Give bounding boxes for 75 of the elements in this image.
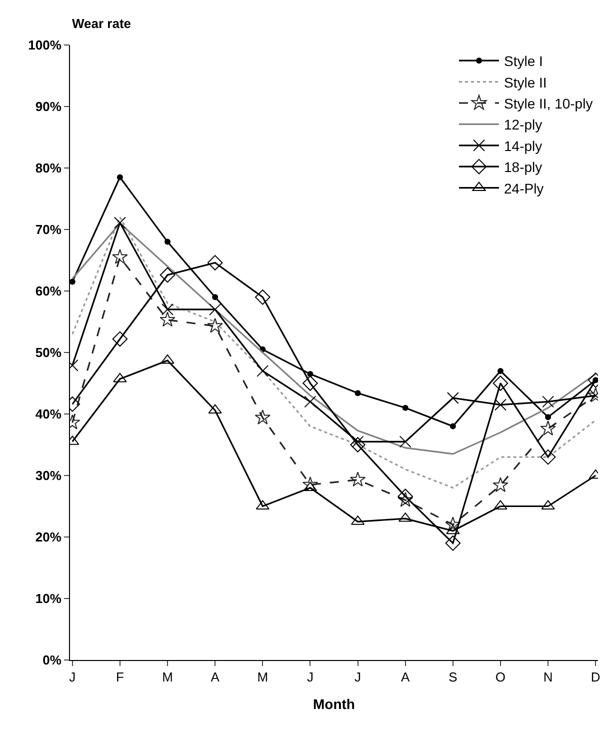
x-tick-label: A <box>401 670 410 685</box>
point <box>446 392 459 404</box>
point <box>398 492 414 507</box>
point <box>304 396 316 408</box>
point <box>497 368 504 374</box>
y-tick-label: 20% <box>35 530 62 545</box>
y-tick-label: 60% <box>35 284 62 299</box>
y-tick-label: 90% <box>35 99 62 114</box>
point <box>256 364 269 377</box>
legend-label: 18-ply <box>504 159 542 176</box>
point <box>209 303 222 316</box>
x-tick-label: D <box>590 670 600 685</box>
point <box>540 420 556 436</box>
point <box>302 376 318 391</box>
x-tick-label: F <box>116 670 124 685</box>
point <box>492 477 508 492</box>
y-tick-label: 40% <box>35 406 62 422</box>
y-tick-label: 80% <box>35 160 62 176</box>
point <box>450 423 456 430</box>
point <box>207 318 223 333</box>
point <box>398 488 413 504</box>
point <box>212 294 218 300</box>
legend-label: Style II, 10-ply <box>504 95 593 112</box>
point <box>164 238 171 245</box>
point <box>254 409 270 424</box>
point <box>494 398 506 411</box>
point <box>354 390 361 396</box>
point <box>160 312 176 327</box>
x-tick-label: S <box>448 670 458 685</box>
point <box>208 404 222 414</box>
y-tick-label: 100% <box>28 38 62 53</box>
point <box>116 174 123 180</box>
point <box>112 331 128 347</box>
legend-label: Style II <box>504 74 547 90</box>
point <box>113 372 127 382</box>
x-tick-label: J <box>306 670 314 685</box>
point <box>350 437 366 452</box>
point <box>114 216 126 229</box>
point <box>70 278 76 285</box>
point <box>350 472 366 487</box>
y-tick-label: 30% <box>35 468 62 484</box>
point <box>255 290 270 305</box>
x-tick-label: J <box>354 670 362 685</box>
x-tick-label: J <box>69 670 76 685</box>
point <box>160 354 174 364</box>
point <box>112 248 128 264</box>
x-tick-label: O <box>495 670 506 685</box>
y-axis-title: Wear rate <box>72 16 132 31</box>
x-tick-label: M <box>162 670 173 685</box>
legend-label: 24-Ply <box>504 180 544 196</box>
legend-label: 12-ply <box>504 116 542 133</box>
point <box>207 255 223 270</box>
point <box>307 371 314 378</box>
legend-label: 14-ply <box>504 138 542 154</box>
legend-label: Style I <box>504 53 543 70</box>
x-tick-label: N <box>543 670 553 685</box>
point <box>162 303 174 316</box>
y-tick-label: 0% <box>42 652 62 668</box>
point <box>402 404 408 411</box>
point <box>160 267 176 283</box>
y-tick-label: 70% <box>35 222 62 238</box>
x-axis-title: Month <box>313 696 355 712</box>
point <box>545 414 552 420</box>
x-tick-label: A <box>210 670 220 685</box>
x-tick-label: M <box>257 670 268 685</box>
point <box>302 476 318 492</box>
point <box>540 449 556 465</box>
point <box>542 396 554 408</box>
point <box>445 516 461 532</box>
y-tick-label: 10% <box>35 591 62 606</box>
point <box>399 436 412 448</box>
point <box>445 536 461 551</box>
y-tick-label: 50% <box>35 345 62 360</box>
point <box>446 524 460 534</box>
point <box>492 376 508 391</box>
